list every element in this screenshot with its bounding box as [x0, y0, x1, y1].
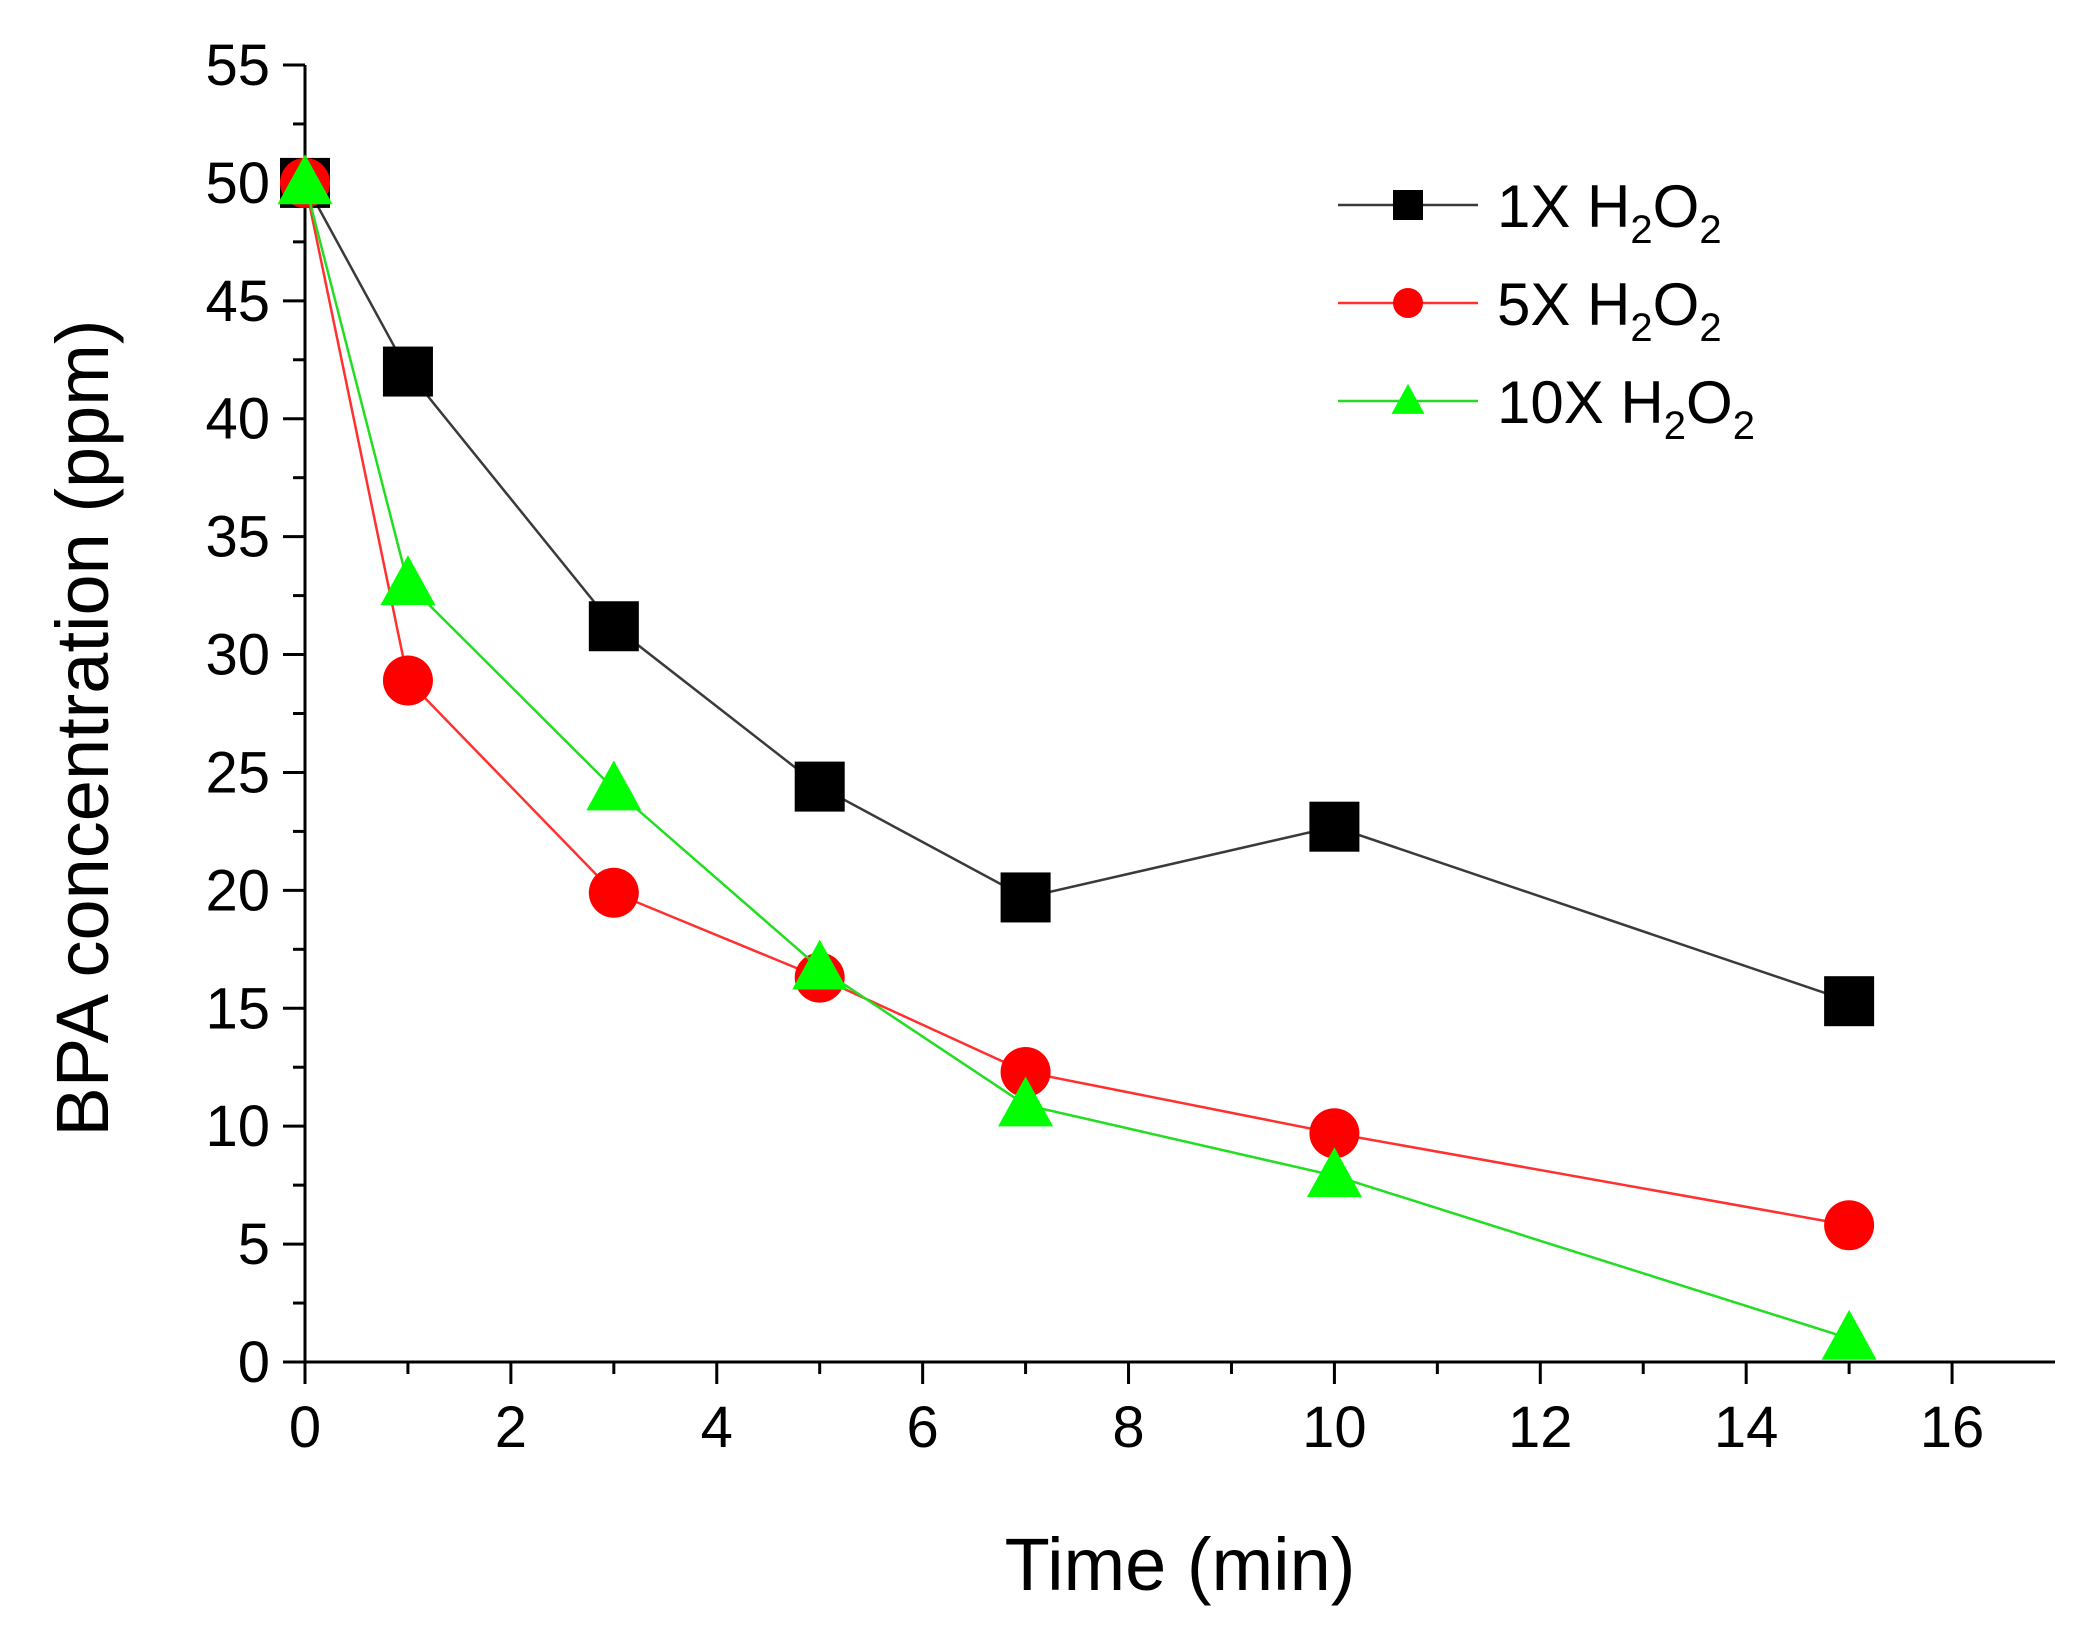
data-point-circle: [1824, 1200, 1875, 1251]
y-tick-label: 10: [205, 1094, 270, 1159]
legend: 1X H2O2 5X H2O2 10X H2O2: [1338, 173, 1755, 448]
data-point-circle: [1309, 1108, 1360, 1159]
legend-marker-triangle: [1391, 383, 1425, 414]
x-axis-title: Time (min): [1005, 1523, 1356, 1606]
y-tick-label: 35: [205, 505, 270, 570]
y-tick-label: 5: [238, 1212, 270, 1277]
data-point-square: [382, 346, 433, 397]
x-tick-label: 0: [289, 1395, 321, 1460]
data-point-square: [588, 601, 639, 652]
data-point-triangle: [1821, 1309, 1877, 1360]
data-point-circle: [1000, 1046, 1051, 1097]
x-tick-label: 2: [495, 1395, 527, 1460]
data-point-circle: [382, 655, 433, 706]
y-tick-label: 15: [205, 976, 270, 1041]
y-tick-label: 0: [238, 1330, 270, 1395]
series-group: [277, 154, 1877, 1360]
legend-item-2: 5X H2O2: [1338, 271, 1722, 350]
data-point-square: [1000, 872, 1051, 923]
data-point-triangle: [998, 1076, 1054, 1127]
y-tick-label: 30: [205, 623, 270, 688]
x-tick-label: 8: [1112, 1395, 1144, 1460]
x-tick-label: 4: [701, 1395, 733, 1460]
data-point-circle: [588, 867, 639, 918]
data-point-triangle: [1306, 1147, 1362, 1198]
x-tick-label: 14: [1714, 1395, 1779, 1460]
y-tick-label: 50: [205, 151, 270, 216]
x-tick-label: 10: [1302, 1395, 1367, 1460]
data-point-triangle: [586, 760, 642, 811]
y-tick-label: 20: [205, 858, 270, 923]
y-tick-label: 55: [205, 33, 270, 98]
legend-marker-square: [1393, 190, 1423, 220]
legend-label: 5X H2O2: [1497, 271, 1722, 350]
legend-item-1: 1X H2O2: [1338, 173, 1722, 252]
y-tick-label: 40: [205, 387, 270, 452]
y-axis-title: BPA concentration (ppm): [41, 319, 124, 1136]
data-point-triangle: [792, 939, 848, 990]
y-tick-label: 25: [205, 740, 270, 805]
data-point-triangle: [277, 154, 333, 205]
x-tick-label: 6: [907, 1395, 939, 1460]
data-point-square: [1824, 976, 1875, 1027]
x-tick-label: 12: [1508, 1395, 1573, 1460]
series-3: [277, 154, 1877, 1360]
data-point-square: [1309, 801, 1360, 852]
y-tick-label: 45: [205, 269, 270, 334]
legend-marker-circle: [1393, 288, 1423, 318]
data-point-square: [794, 761, 845, 812]
legend-label: 1X H2O2: [1497, 173, 1722, 252]
legend-label: 10X H2O2: [1497, 369, 1755, 448]
axes-group: 0 2 4 6 8 10 12 14 16 0 5 10 15 20 25 30 35 40 45 50 55: [205, 33, 2055, 1460]
x-tick-label: 16: [1920, 1395, 1985, 1460]
legend-item-3: 10X H2O2: [1338, 369, 1755, 448]
data-point-triangle: [380, 555, 436, 606]
